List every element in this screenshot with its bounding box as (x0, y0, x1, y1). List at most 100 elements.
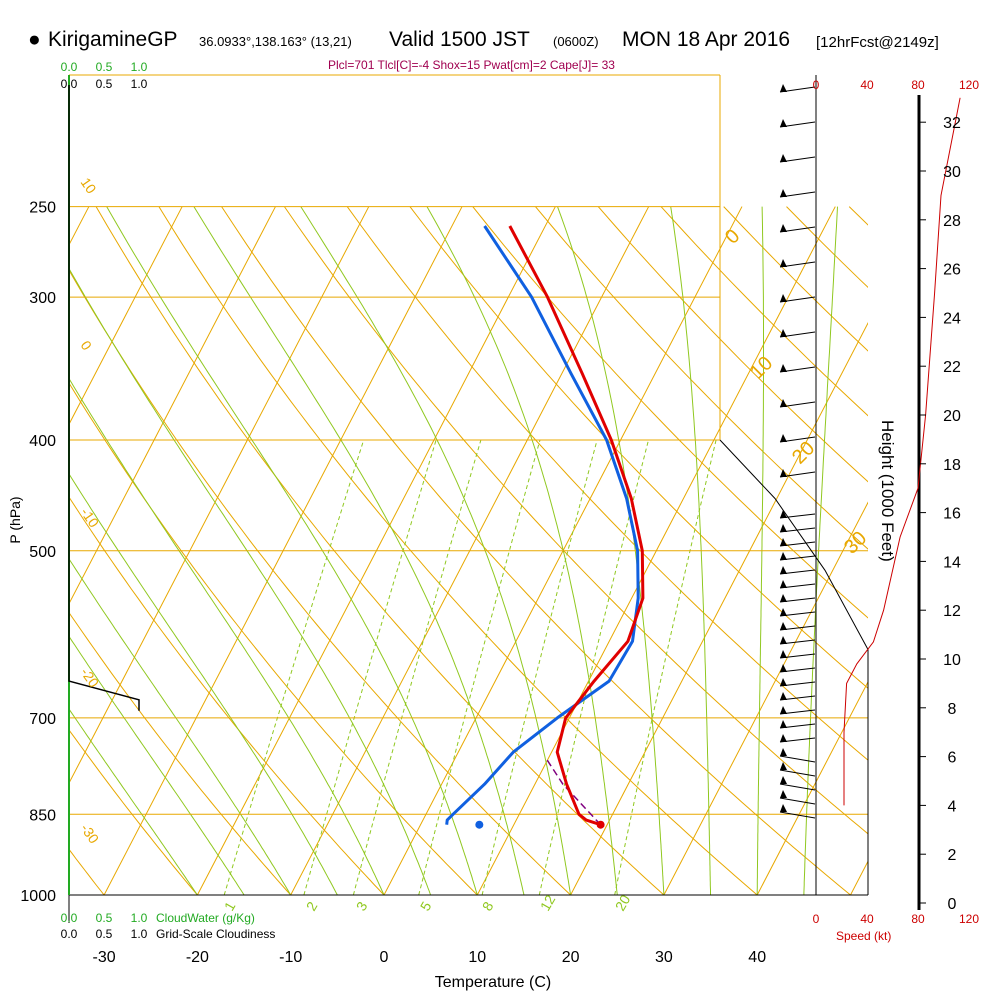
cloudwater-tick-bottom: 1.0 (131, 911, 148, 925)
speed-tick-bottom: 0 (813, 912, 820, 926)
wind-barb-flag (780, 734, 787, 742)
temperature-tick-label: 40 (748, 949, 766, 966)
wind-barb-flag (780, 469, 787, 477)
dry-adiabat-label: 10 (746, 352, 777, 383)
speed-tick-bottom: 80 (911, 912, 925, 926)
wind-barb-flag (780, 294, 787, 302)
isotherm-line (850, 860, 868, 895)
wind-barb-flag (780, 580, 787, 588)
valid-date: MON 18 Apr 2016 (622, 28, 791, 51)
mixing-ratio-lines (223, 439, 717, 895)
height-tick-label: 18 (943, 457, 961, 474)
moist-adiabat-line (193, 206, 525, 895)
dry-adiabat-line (69, 382, 478, 895)
mixing-ratio-label: 3 (353, 899, 371, 914)
cloudwater-tick-top: 0.5 (96, 60, 113, 74)
wind-barb-flag (780, 650, 787, 658)
moist-adiabat-line (803, 206, 838, 895)
cloudwater-tick-top: 0.0 (61, 60, 78, 74)
height-tick-label: 24 (943, 310, 961, 327)
height-tick-label: 16 (943, 506, 961, 523)
wind-barb (779, 783, 816, 791)
moist-adiabats (69, 206, 838, 895)
wind-barb (779, 811, 816, 819)
isotherm-label: -20 (78, 665, 103, 691)
wind-barb-flag (780, 189, 787, 197)
pressure-tick-label: 1000 (20, 888, 56, 905)
wind-barb-flag (780, 119, 787, 127)
cloudwater-tick-bottom: 0.0 (61, 911, 78, 925)
temperature-line (508, 225, 645, 827)
moist-adiabat-line (69, 557, 292, 895)
wind-barb-flag (780, 804, 787, 812)
wind-barb (779, 755, 816, 763)
height-tick-label: 28 (943, 213, 961, 230)
dry-adiabat-line (346, 206, 868, 761)
isotherm-label: -30 (78, 821, 103, 847)
wind-barb-flag (780, 706, 787, 714)
moist-adiabat-line (670, 206, 711, 895)
mixing-ratio-line (481, 439, 598, 895)
moist-adiabat-line (106, 206, 478, 895)
height-tick-label: 22 (943, 359, 961, 376)
height-tick-label: 2 (948, 847, 957, 864)
mixing-ratio-label: 5 (417, 899, 435, 914)
temperature-tick-label: 30 (655, 949, 673, 966)
pressure-tick-label: 300 (29, 290, 56, 307)
mixing-ratio-label: 8 (479, 899, 497, 914)
height-tick-label: 32 (943, 115, 961, 132)
temperature-tick-label: -20 (186, 949, 209, 966)
dry-adiabat-label: 0 (721, 225, 744, 248)
cloudwater-tick-top: 1.0 (131, 60, 148, 74)
dewpoint-line (445, 225, 640, 825)
wind-barb-flag (780, 399, 787, 407)
cloudiness-tick-bottom: 0.5 (96, 927, 113, 941)
speed-tick-bottom: 120 (959, 912, 979, 926)
dry-adiabat-line (597, 206, 868, 483)
speed-tick-top: 120 (959, 78, 979, 92)
dry-adiabat-line (283, 206, 868, 835)
dry-adiabat-line (975, 207, 1000, 895)
zulu-time: (0600Z) (553, 34, 599, 49)
dry-adiabat-line (535, 206, 868, 550)
mixing-ratio-label: 2 (303, 899, 321, 914)
wind-barb-flag (780, 364, 787, 372)
cloudiness-tick-top: 1.0 (131, 77, 148, 91)
dry-adiabat-line (409, 206, 868, 689)
height-tick-label: 20 (943, 408, 961, 425)
wind-barb-flag (780, 678, 787, 686)
forecast-tag: [12hrFcst@2149z] (816, 34, 939, 51)
pressure-tick-label: 700 (29, 711, 56, 728)
dry-adiabat-label: 30 (840, 527, 871, 558)
dry-adiabat-line (660, 206, 868, 417)
pressure-tick-label: 850 (29, 807, 56, 824)
wind-barb-flag (780, 84, 787, 92)
wind-barb-flag (780, 608, 787, 616)
dry-adiabat-line (472, 206, 868, 619)
wind-barb-flag (780, 692, 787, 700)
height-tick-label: 12 (943, 603, 961, 620)
cloudiness-axis-label: Grid-Scale Cloudiness (156, 927, 275, 941)
parcel-path-line (545, 758, 602, 826)
mixing-ratio-label: 12 (537, 892, 559, 914)
wind-barb-flag (780, 154, 787, 162)
height-tick-label: 4 (948, 798, 957, 815)
dry-adiabat-line (95, 206, 665, 895)
temperature-tick-label: 20 (562, 949, 580, 966)
isotherm-label: 0 (78, 338, 96, 354)
isotherm-label: -10 (78, 505, 103, 531)
cloudwater-axis-label: CloudWater (g/Kg) (156, 911, 255, 925)
mixing-ratio-label: 20 (612, 892, 634, 914)
height-tick-label: 10 (943, 652, 961, 669)
pressure-tick-label: 500 (29, 544, 56, 561)
height-tick-label: 26 (943, 262, 961, 279)
wind-barb-flag (780, 664, 787, 672)
cloudiness-tick-top: 0.0 (61, 77, 78, 91)
moist-adiabat-line (557, 206, 665, 895)
mixing-ratio-line (223, 439, 365, 895)
temperature-axis-label: Temperature (C) (435, 974, 551, 991)
dry-adiabat-line (158, 206, 758, 895)
speed-tick-top: 0 (813, 78, 820, 92)
wind-barb-flag (780, 552, 787, 560)
wind-barb-flag (780, 636, 787, 644)
